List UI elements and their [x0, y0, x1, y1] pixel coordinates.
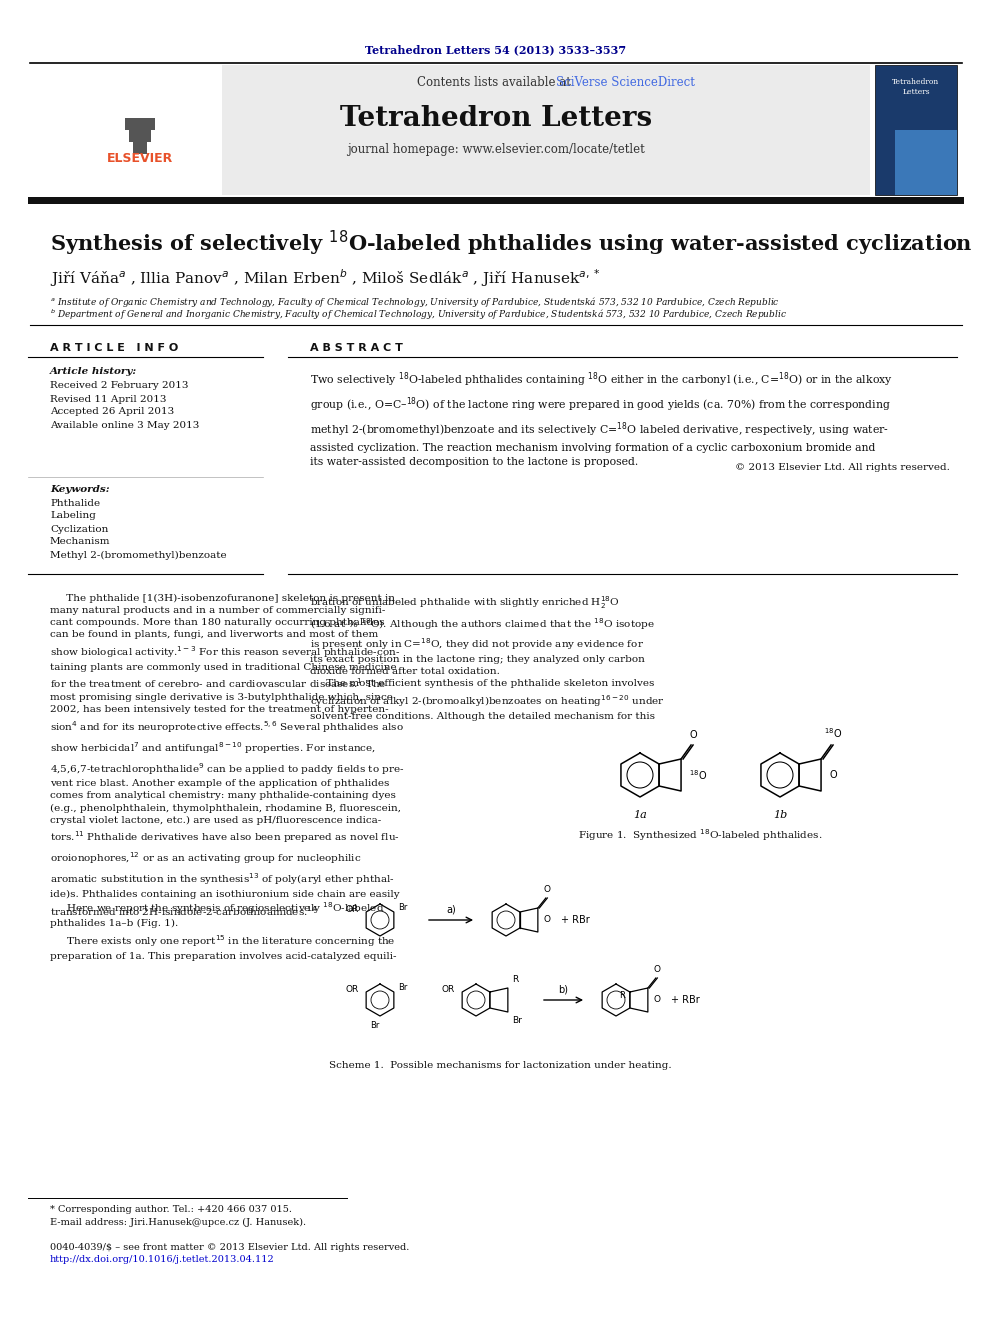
Text: + RBr: + RBr — [671, 995, 699, 1005]
Text: O: O — [689, 730, 696, 740]
Text: There exists only one report$^{15}$ in the literature concerning the
preparation: There exists only one report$^{15}$ in t… — [50, 933, 397, 960]
Text: Available online 3 May 2013: Available online 3 May 2013 — [50, 421, 199, 430]
Text: O: O — [544, 885, 551, 894]
Text: Article history:: Article history: — [50, 368, 137, 377]
Text: Accepted 26 April 2013: Accepted 26 April 2013 — [50, 407, 175, 417]
Text: Contents lists available at: Contents lists available at — [418, 75, 574, 89]
Text: O: O — [654, 995, 661, 1004]
Text: Br: Br — [398, 983, 408, 992]
Text: $^{18}$O: $^{18}$O — [824, 726, 842, 740]
Text: b): b) — [558, 984, 568, 994]
Text: Br: Br — [512, 1016, 522, 1025]
FancyBboxPatch shape — [62, 65, 870, 194]
Text: O: O — [654, 964, 661, 974]
Text: O: O — [544, 916, 551, 925]
FancyBboxPatch shape — [28, 197, 964, 204]
Text: Tetrahedron
Letters: Tetrahedron Letters — [893, 78, 939, 95]
Text: 1a: 1a — [633, 810, 647, 820]
Text: R: R — [512, 975, 518, 984]
Text: A R T I C L E   I N F O: A R T I C L E I N F O — [50, 343, 179, 353]
Text: OR: OR — [346, 986, 359, 995]
Text: $^b$ Department of General and Inorganic Chemistry, Faculty of Chemical Technolo: $^b$ Department of General and Inorganic… — [50, 308, 787, 323]
Text: a): a) — [446, 904, 456, 914]
Text: Br: Br — [370, 1021, 380, 1031]
FancyBboxPatch shape — [125, 118, 155, 130]
FancyBboxPatch shape — [62, 65, 222, 194]
Text: OR: OR — [346, 905, 359, 914]
Text: SciVerse ScienceDirect: SciVerse ScienceDirect — [556, 75, 694, 89]
Text: Two selectively $^{18}$O-labeled phthalides containing $^{18}$O either in the ca: Two selectively $^{18}$O-labeled phthali… — [310, 370, 893, 467]
Text: Jiří Váňa$^a$ , Illia Panov$^a$ , Milan Erben$^b$ , Miloš Sedlák$^a$ , Jiří Hanu: Jiří Váňa$^a$ , Illia Panov$^a$ , Milan … — [50, 267, 600, 288]
Text: bration of unlabeled phthalide with slightly enriched H$_2^{18}$O
(1.6 at % $^{1: bration of unlabeled phthalide with slig… — [310, 594, 665, 721]
Text: Phthalide: Phthalide — [50, 499, 100, 508]
FancyBboxPatch shape — [895, 130, 957, 194]
Text: Synthesis of selectively $^{18}$O-labeled phthalides using water-assisted cycliz: Synthesis of selectively $^{18}$O-labele… — [50, 229, 973, 258]
FancyBboxPatch shape — [133, 142, 147, 153]
Text: 0040-4039/$ – see front matter © 2013 Elsevier Ltd. All rights reserved.: 0040-4039/$ – see front matter © 2013 El… — [50, 1242, 410, 1252]
Text: R: R — [619, 991, 625, 1000]
FancyBboxPatch shape — [129, 130, 151, 142]
Text: journal homepage: www.elsevier.com/locate/tetlet: journal homepage: www.elsevier.com/locat… — [347, 143, 645, 156]
Text: Figure 1.  Synthesized $^{18}$O-labeled phthalides.: Figure 1. Synthesized $^{18}$O-labeled p… — [577, 827, 822, 843]
Text: The phthalide [1(3H)-isobenzofuranone] skeleton is present in
many natural produ: The phthalide [1(3H)-isobenzofuranone] s… — [50, 594, 405, 918]
Text: Revised 11 April 2013: Revised 11 April 2013 — [50, 394, 167, 404]
Text: $^{18}$O: $^{18}$O — [689, 769, 707, 782]
Text: Keywords:: Keywords: — [50, 486, 110, 495]
Text: http://dx.doi.org/10.1016/j.tetlet.2013.04.112: http://dx.doi.org/10.1016/j.tetlet.2013.… — [50, 1254, 275, 1263]
FancyBboxPatch shape — [137, 142, 143, 152]
Text: Mechanism: Mechanism — [50, 537, 110, 546]
Text: $^a$ Institute of Organic Chemistry and Technology, Faculty of Chemical Technolo: $^a$ Institute of Organic Chemistry and … — [50, 295, 780, 310]
Text: ELSEVIER: ELSEVIER — [107, 152, 174, 164]
Text: E-mail address: Jiri.Hanusek@upce.cz (J. Hanusek).: E-mail address: Jiri.Hanusek@upce.cz (J.… — [50, 1217, 307, 1226]
Text: Tetrahedron Letters 54 (2013) 3533–3537: Tetrahedron Letters 54 (2013) 3533–3537 — [365, 45, 627, 56]
FancyBboxPatch shape — [875, 65, 957, 194]
Text: 1b: 1b — [773, 810, 787, 820]
Text: A B S T R A C T: A B S T R A C T — [310, 343, 403, 353]
Text: Scheme 1.  Possible mechanisms for lactonization under heating.: Scheme 1. Possible mechanisms for lacton… — [328, 1061, 672, 1069]
Text: Br: Br — [398, 904, 408, 913]
Text: Tetrahedron Letters: Tetrahedron Letters — [340, 105, 652, 131]
Text: Methyl 2-(bromomethyl)benzoate: Methyl 2-(bromomethyl)benzoate — [50, 550, 226, 560]
Text: Cyclization: Cyclization — [50, 524, 108, 533]
Text: OR: OR — [441, 986, 455, 995]
Text: Here we report the synthesis of regioselectively $^{18}$O-labeled
phthalides 1a–: Here we report the synthesis of regiosel… — [50, 900, 384, 927]
Text: Received 2 February 2013: Received 2 February 2013 — [50, 381, 188, 390]
Text: © 2013 Elsevier Ltd. All rights reserved.: © 2013 Elsevier Ltd. All rights reserved… — [735, 463, 950, 471]
Text: + RBr: + RBr — [561, 916, 590, 925]
Text: O: O — [829, 770, 836, 781]
Text: * Corresponding author. Tel.: +420 466 037 015.: * Corresponding author. Tel.: +420 466 0… — [50, 1205, 292, 1215]
Text: Labeling: Labeling — [50, 512, 96, 520]
